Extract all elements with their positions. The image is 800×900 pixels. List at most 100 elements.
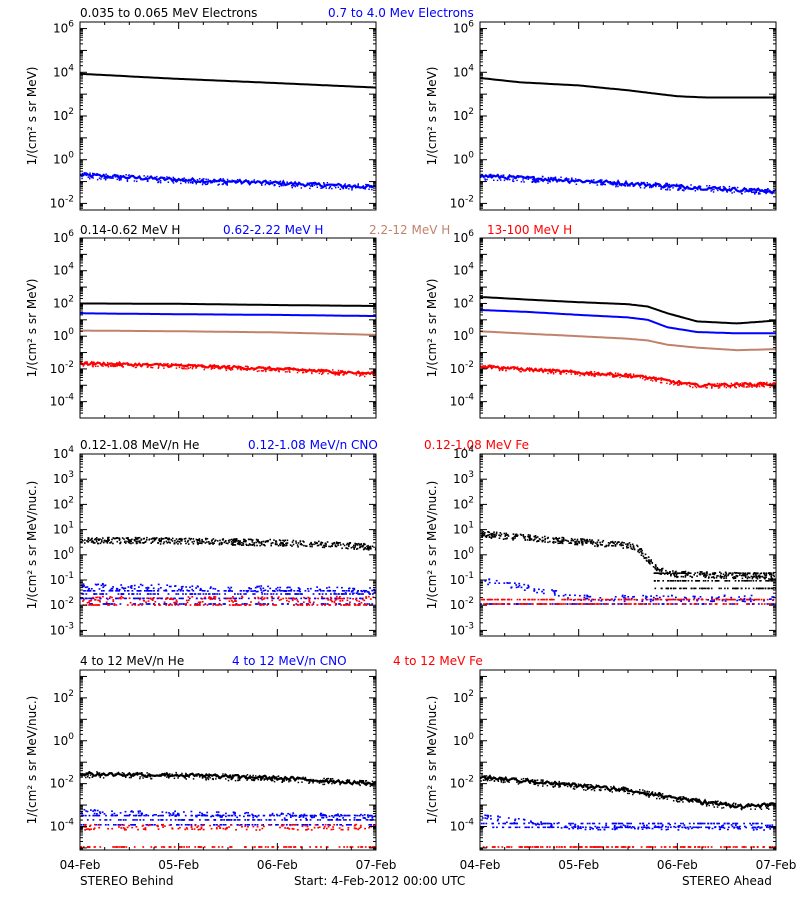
data-point bbox=[645, 559, 648, 562]
data-point bbox=[699, 587, 701, 590]
data-point bbox=[278, 599, 281, 601]
data-point bbox=[286, 593, 289, 595]
data-point bbox=[347, 185, 349, 187]
data-point bbox=[769, 587, 771, 590]
data-point bbox=[205, 538, 207, 541]
data-point bbox=[275, 541, 278, 543]
data-point bbox=[644, 375, 647, 378]
data-point bbox=[690, 184, 692, 186]
data-point bbox=[224, 597, 227, 600]
data-point bbox=[147, 603, 150, 605]
data-point bbox=[180, 542, 182, 545]
data-point bbox=[147, 597, 150, 600]
data-point bbox=[280, 598, 283, 601]
data-point bbox=[355, 597, 358, 600]
data-point bbox=[146, 603, 149, 605]
data-point bbox=[528, 539, 531, 541]
data-point bbox=[753, 192, 756, 194]
data-point bbox=[740, 189, 742, 192]
data-point bbox=[231, 544, 234, 546]
data-point bbox=[289, 586, 291, 589]
data-point bbox=[711, 580, 713, 582]
data-point bbox=[704, 580, 707, 582]
data-point bbox=[712, 576, 715, 578]
data-point bbox=[764, 576, 766, 579]
data-point bbox=[171, 540, 174, 542]
data-point bbox=[139, 598, 141, 601]
data-point bbox=[233, 540, 236, 542]
data-point bbox=[514, 366, 517, 369]
data-point bbox=[339, 597, 342, 600]
data-point bbox=[130, 587, 133, 589]
data-point bbox=[116, 597, 119, 600]
data-point bbox=[635, 598, 638, 601]
data-point bbox=[167, 363, 169, 365]
data-point bbox=[735, 587, 737, 590]
data-point bbox=[765, 576, 767, 579]
data-point bbox=[673, 587, 675, 590]
data-point bbox=[667, 595, 670, 598]
y-tick-label: 10-3 bbox=[50, 621, 74, 637]
data-point bbox=[489, 173, 492, 176]
data-point bbox=[753, 573, 755, 575]
data-point bbox=[723, 598, 725, 601]
data-point bbox=[87, 364, 90, 366]
data-point bbox=[711, 598, 714, 601]
data-point bbox=[212, 538, 215, 540]
data-point bbox=[616, 183, 618, 186]
data-point bbox=[154, 537, 157, 540]
data-point bbox=[730, 598, 732, 601]
data-point bbox=[735, 572, 737, 574]
data-point bbox=[271, 181, 274, 184]
data-point bbox=[208, 180, 210, 182]
data-point bbox=[163, 589, 166, 592]
data-point bbox=[109, 542, 111, 544]
data-point bbox=[674, 580, 677, 582]
data-point bbox=[351, 189, 353, 191]
data-point bbox=[127, 590, 130, 592]
data-point bbox=[146, 588, 149, 590]
data-point bbox=[330, 597, 333, 600]
data-point bbox=[185, 604, 187, 606]
data-point bbox=[586, 373, 589, 375]
data-point bbox=[338, 593, 340, 595]
data-point bbox=[261, 598, 264, 601]
data-point bbox=[89, 590, 92, 592]
data-point bbox=[343, 597, 345, 600]
data-point bbox=[152, 593, 155, 595]
data-point bbox=[119, 542, 121, 545]
data-point bbox=[659, 596, 661, 599]
data-point bbox=[329, 186, 331, 189]
data-point bbox=[365, 597, 368, 599]
data-point bbox=[671, 598, 674, 601]
data-point bbox=[178, 603, 181, 605]
data-point bbox=[531, 178, 534, 181]
data-point bbox=[354, 187, 357, 189]
data-point bbox=[334, 371, 336, 373]
data-point bbox=[241, 596, 244, 599]
data-point bbox=[173, 597, 175, 600]
data-point bbox=[761, 383, 764, 385]
data-point bbox=[364, 375, 366, 378]
data-point bbox=[329, 545, 332, 548]
data-point bbox=[337, 597, 340, 600]
data-point bbox=[334, 186, 337, 189]
data-point bbox=[362, 548, 365, 551]
data-point bbox=[240, 597, 243, 600]
data-point bbox=[118, 364, 120, 366]
data-point bbox=[765, 384, 767, 386]
data-point bbox=[619, 543, 621, 546]
data-point bbox=[177, 593, 180, 595]
y-tick-label: 10-2 bbox=[450, 194, 474, 210]
data-point bbox=[733, 576, 735, 578]
data-point bbox=[607, 372, 609, 374]
data-point bbox=[665, 598, 668, 601]
data-point bbox=[208, 597, 211, 599]
data-point bbox=[613, 599, 615, 602]
data-point bbox=[163, 176, 166, 179]
data-point bbox=[81, 593, 84, 595]
data-point bbox=[627, 543, 629, 545]
data-point bbox=[740, 572, 742, 574]
legend-cno-low: 0.12-1.08 MeV/n CNO bbox=[248, 438, 378, 452]
data-point bbox=[234, 593, 236, 595]
